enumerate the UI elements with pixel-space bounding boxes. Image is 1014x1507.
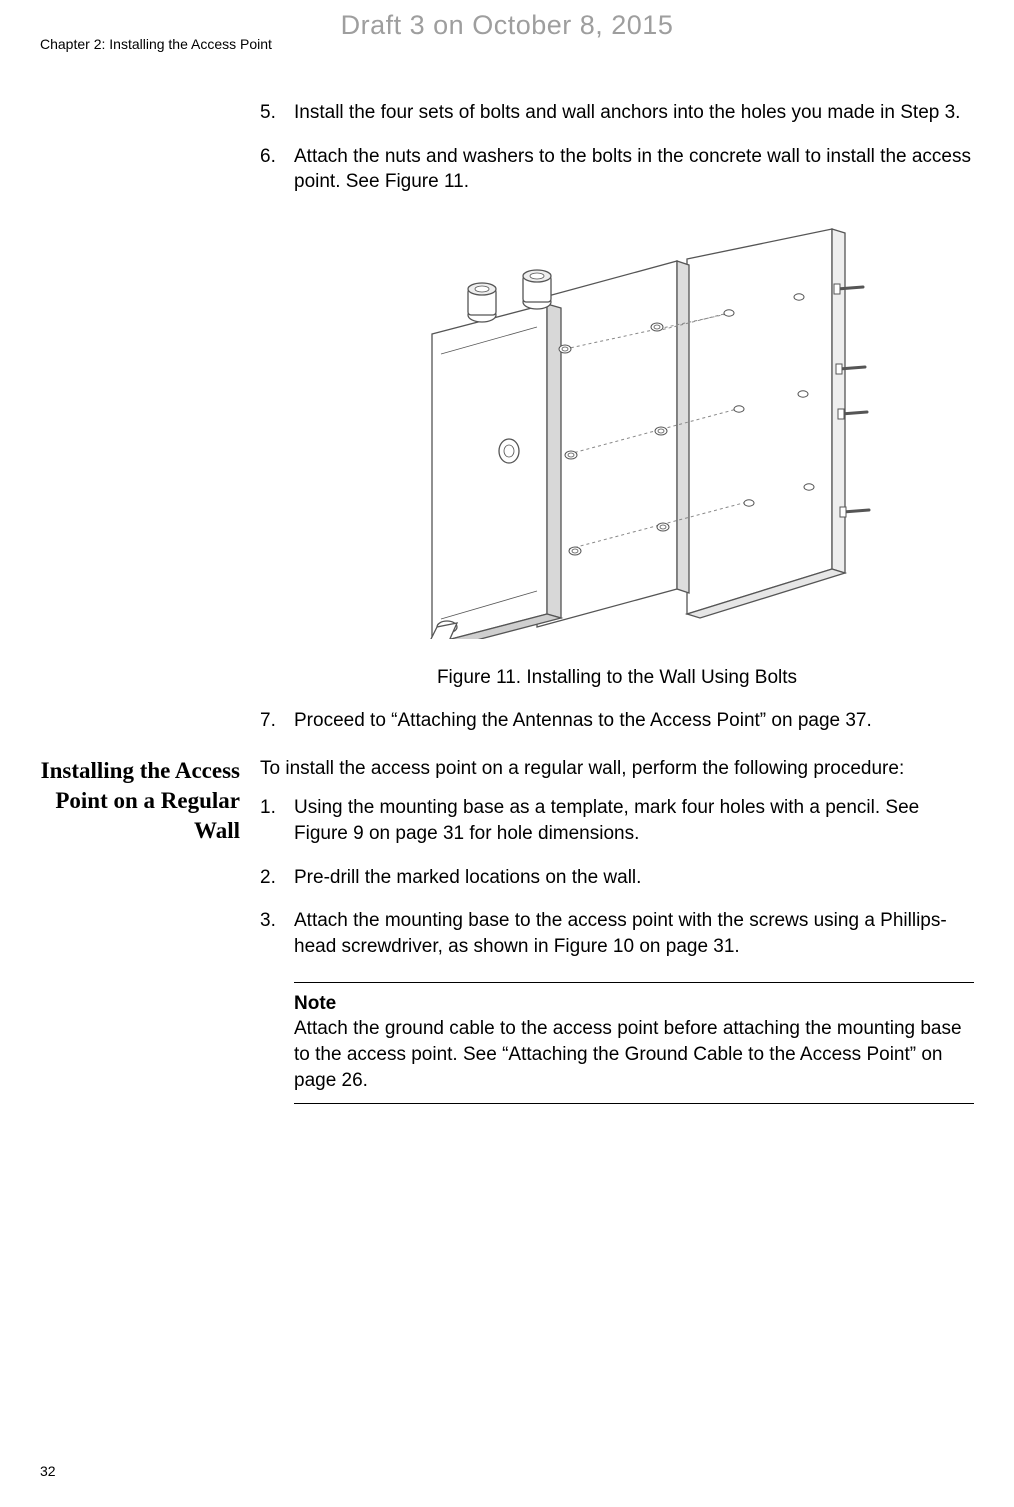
section-installing-regular-wall: Installing the Access Point on a Regular… — [40, 756, 974, 1104]
figure-caption: Figure 11. Installing to the Wall Using … — [260, 665, 974, 691]
page-header: Chapter 2: Installing the Access Point — [40, 36, 272, 52]
step-text: Attach the nuts and washers to the bolts… — [294, 144, 974, 195]
page-content: 5. Install the four sets of bolts and wa… — [40, 100, 974, 1447]
step-text: Attach the mounting base to the access p… — [294, 908, 974, 959]
note-text: Attach the ground cable to the access po… — [294, 1016, 974, 1093]
step-number: 2. — [260, 865, 294, 891]
step-text: Proceed to “Attaching the Antennas to th… — [294, 708, 974, 734]
proc-step-1: 1. Using the mounting base as a template… — [260, 795, 974, 846]
step-number: 3. — [260, 908, 294, 959]
step-number: 5. — [260, 100, 294, 126]
step-5: 5. Install the four sets of bolts and wa… — [260, 100, 974, 126]
step-7: 7. Proceed to “Attaching the Antennas to… — [260, 708, 974, 734]
wall-mount-illustration-svg — [337, 219, 897, 639]
page-number: 32 — [40, 1463, 56, 1479]
figure-illustration — [337, 219, 897, 639]
proc-step-3: 3. Attach the mounting base to the acces… — [260, 908, 974, 959]
step-text: Using the mounting base as a template, m… — [294, 795, 974, 846]
procedure-column: To install the access point on a regular… — [260, 756, 974, 1104]
step-number: 1. — [260, 795, 294, 846]
step-text: Install the four sets of bolts and wall … — [294, 100, 974, 126]
proc-step-2: 2. Pre-drill the marked locations on the… — [260, 865, 974, 891]
figure-11 — [260, 219, 974, 647]
note-box: Note Attach the ground cable to the acce… — [294, 982, 974, 1105]
step-number: 7. — [260, 708, 294, 734]
step-text: Pre-drill the marked locations on the wa… — [294, 865, 974, 891]
step-6: 6. Attach the nuts and washers to the bo… — [260, 144, 974, 195]
body-column: 5. Install the four sets of bolts and wa… — [260, 100, 974, 734]
section-heading: Installing the Access Point on a Regular… — [40, 756, 240, 1104]
note-label: Note — [294, 991, 974, 1017]
procedure-intro: To install the access point on a regular… — [260, 756, 974, 782]
step-number: 6. — [260, 144, 294, 195]
